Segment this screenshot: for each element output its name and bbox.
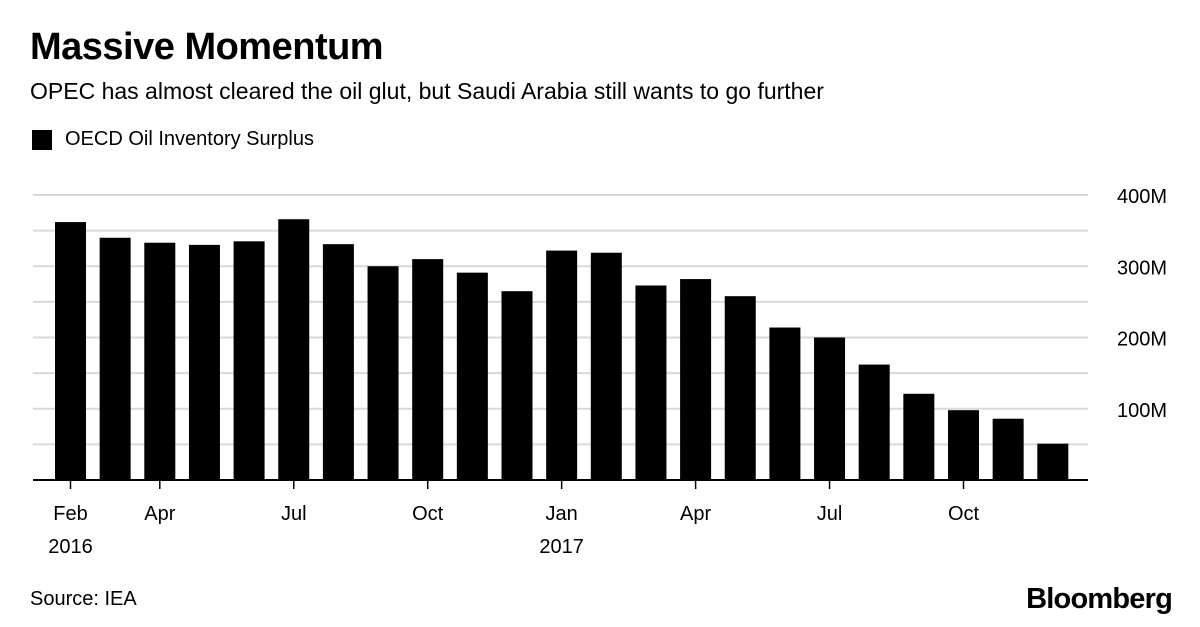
bar — [903, 393, 935, 480]
chart-title: Massive Momentum — [30, 26, 384, 68]
y-axis: 100M 200M 300M 400M — [1117, 186, 1167, 422]
chart-subtitle: OPEC has almost cleared the oil glut, bu… — [30, 78, 824, 104]
bar — [367, 266, 399, 480]
bar — [233, 241, 265, 480]
legend-swatch — [32, 129, 52, 150]
bar — [590, 252, 622, 480]
bar — [1037, 443, 1069, 480]
bar — [724, 296, 756, 480]
bar — [144, 242, 176, 480]
x-tick-year-label: 2017 — [539, 536, 584, 558]
bar — [55, 222, 86, 480]
bar — [412, 259, 444, 480]
legend: OECD Oil Inventory Surplus — [32, 128, 314, 151]
bar — [814, 337, 846, 480]
bar — [546, 250, 578, 480]
x-tick-label: Jan — [546, 503, 578, 525]
x-tick-label: Jul — [281, 503, 307, 525]
bar — [188, 244, 220, 480]
bar — [456, 272, 488, 480]
bar — [769, 327, 801, 480]
bars — [55, 219, 1069, 480]
legend-label: OECD Oil Inventory Surplus — [65, 128, 314, 150]
bar — [680, 279, 712, 480]
x-tick-label: Apr — [144, 503, 175, 525]
x-tick-label: Apr — [680, 503, 711, 525]
bar — [278, 219, 310, 480]
bar — [858, 364, 890, 480]
y-tick-label: 400M — [1117, 186, 1167, 208]
x-tick-year-label: 2016 — [48, 536, 93, 558]
y-tick-label: 300M — [1117, 257, 1167, 279]
x-tick-label: Jul — [817, 503, 843, 525]
bar — [501, 291, 533, 480]
x-axis: Feb 2016 Apr Jul Oct Jan 2017 Apr Jul Oct — [33, 479, 1088, 558]
bar — [948, 410, 979, 480]
x-tick-label: Feb — [53, 503, 87, 525]
bloomberg-logo: Bloomberg — [1026, 583, 1173, 615]
bar — [322, 244, 354, 480]
y-tick-label: 200M — [1117, 329, 1167, 351]
x-tick-label: Oct — [412, 503, 444, 525]
bar — [99, 237, 131, 480]
source-note: Source: IEA — [30, 588, 137, 610]
y-tick-label: 100M — [1117, 400, 1167, 422]
bar — [992, 418, 1024, 480]
x-tick-label: Oct — [948, 503, 980, 525]
bar — [635, 285, 667, 480]
